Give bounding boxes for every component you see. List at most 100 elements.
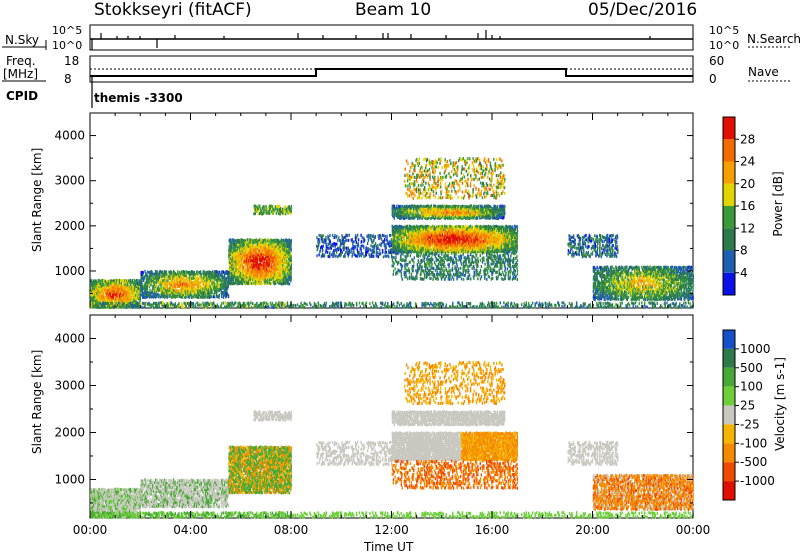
power-cell: [242, 238, 244, 242]
power-cell: [435, 228, 437, 232]
power-cell: [223, 293, 226, 297]
power-cell: [215, 270, 217, 274]
power-cell: [255, 303, 257, 307]
power-cell: [215, 283, 217, 287]
power-cell: [235, 267, 237, 271]
power-cell: [450, 235, 453, 239]
power-cell: [433, 225, 436, 229]
power-cell: [197, 282, 200, 286]
power-cell: [221, 270, 223, 274]
power-cell: [451, 227, 454, 231]
power-cell: [277, 244, 280, 248]
power-cell: [419, 245, 421, 249]
power-cell: [287, 254, 290, 258]
power-cell: [448, 231, 450, 235]
power-cell: [270, 271, 273, 275]
power-cell: [390, 251, 393, 255]
power-cell: [201, 278, 203, 282]
power-cell: [231, 277, 233, 281]
power-cell: [225, 280, 227, 284]
power-cell: [426, 231, 429, 235]
power-cell: [406, 229, 409, 233]
power-cell: [168, 301, 170, 305]
power-cell: [214, 271, 216, 275]
power-cell: [247, 271, 249, 275]
power-cell: [195, 287, 197, 291]
power-cell: [470, 250, 473, 254]
power-cell: [208, 281, 211, 285]
power-cell: [393, 233, 396, 237]
power-cell: [224, 287, 227, 291]
power-cell: [230, 257, 232, 261]
power-cell: [213, 285, 215, 289]
power-cell: [96, 293, 98, 297]
power-cell: [140, 277, 142, 281]
power-cell: [183, 290, 186, 294]
power-cell: [257, 240, 259, 244]
power-cell: [120, 281, 123, 285]
power-cell: [236, 259, 238, 263]
power-cell: [435, 244, 438, 248]
power-cell: [249, 259, 252, 263]
power-cell: [97, 295, 99, 299]
power-cell: [148, 274, 151, 278]
power-cell: [320, 234, 322, 238]
power-cell: [199, 291, 201, 295]
power-cell: [429, 237, 432, 241]
power-cell: [471, 225, 473, 229]
power-cell: [241, 251, 244, 255]
power-cell: [346, 252, 349, 256]
power-cell: [464, 237, 467, 241]
power-cell: [242, 253, 245, 257]
power-cell: [196, 293, 198, 297]
power-cell: [399, 249, 402, 253]
power-cell: [261, 212, 264, 216]
power-cell: [258, 241, 261, 245]
power-cell: [124, 297, 126, 301]
power-cell: [280, 255, 282, 259]
power-cell: [411, 229, 413, 233]
power-cell: [168, 295, 170, 299]
power-cell: [161, 287, 164, 291]
power-cell: [270, 245, 272, 249]
power-cell: [262, 305, 264, 309]
power-cell: [421, 224, 423, 228]
power-cell: [206, 279, 208, 283]
power-cell: [224, 305, 226, 309]
power-cell: [417, 226, 419, 230]
power-cell: [219, 287, 221, 291]
power-cell: [275, 249, 277, 253]
power-cell: [405, 229, 407, 233]
power-cell: [261, 250, 264, 254]
power-cell: [395, 227, 397, 231]
power-cell: [224, 281, 226, 285]
power-cell: [116, 305, 118, 309]
power-cell: [198, 270, 201, 274]
power-cell: [328, 255, 330, 259]
power-cell: [174, 295, 177, 299]
nave-tick-high: 60: [709, 54, 725, 68]
power-cell: [390, 255, 393, 259]
power-cell: [287, 241, 289, 245]
power-cell: [91, 289, 94, 293]
power-cell: [208, 279, 211, 283]
power-cell: [344, 253, 346, 257]
power-cell: [210, 304, 212, 308]
power-cell: [109, 303, 111, 307]
power-cell: [457, 227, 459, 231]
power-cell: [281, 301, 283, 305]
power-cell: [467, 246, 469, 250]
power-cell: [119, 297, 122, 301]
power-cell: [288, 278, 291, 282]
power-cell: [268, 211, 271, 215]
power-cell: [287, 257, 290, 261]
power-cell: [268, 243, 270, 247]
power-cell: [273, 257, 276, 261]
power-cell: [437, 234, 440, 238]
power-cell: [424, 229, 427, 233]
power-cell: [461, 235, 463, 239]
power-cell: [238, 273, 240, 277]
power-cell: [244, 255, 246, 259]
power-cell: [138, 289, 140, 293]
power-cell: [374, 242, 377, 246]
